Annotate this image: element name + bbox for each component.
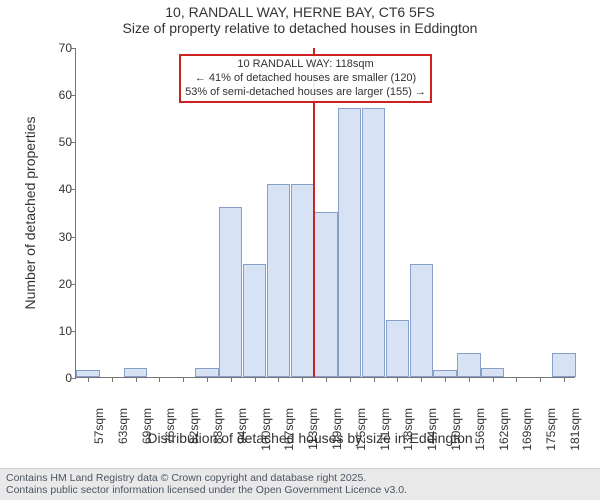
- page-title-subtitle: Size of property relative to detached ho…: [0, 20, 600, 36]
- annotation-line2: ← 41% of detached houses are smaller (12…: [185, 72, 426, 86]
- y-tick-label: 0: [46, 371, 72, 385]
- y-tick-label: 30: [46, 230, 72, 244]
- x-axis-label: Distribution of detached houses by size …: [147, 430, 472, 446]
- y-tick-label: 40: [46, 182, 72, 196]
- y-tick-label: 70: [46, 41, 72, 55]
- plot-area: 10 RANDALL WAY: 118sqm ← 41% of detached…: [75, 48, 575, 378]
- histogram-bar: [314, 212, 337, 377]
- page-title-address: 10, RANDALL WAY, HERNE BAY, CT6 5FS: [0, 4, 600, 20]
- footer-line2: Contains public sector information licen…: [6, 484, 594, 497]
- y-tick-label: 20: [46, 277, 72, 291]
- footer-line1: Contains HM Land Registry data © Crown c…: [6, 472, 594, 485]
- histogram-bar: [433, 370, 456, 377]
- x-tick-label: 57sqm: [92, 408, 106, 444]
- x-tick-label: 162sqm: [497, 408, 511, 451]
- x-tick-label: 181sqm: [568, 408, 582, 451]
- histogram-bar: [219, 207, 242, 377]
- histogram-bar: [552, 353, 575, 377]
- histogram-bar: [457, 353, 480, 377]
- y-tick-label: 60: [46, 88, 72, 102]
- histogram-chart: Number of detached properties 10 RANDALL…: [45, 48, 575, 418]
- histogram-bar: [291, 184, 314, 377]
- histogram-bar: [195, 368, 218, 377]
- y-tick-label: 10: [46, 324, 72, 338]
- histogram-bar: [338, 108, 361, 377]
- histogram-bar: [124, 368, 147, 377]
- x-tick-label: 175sqm: [544, 408, 558, 451]
- x-tick-label: 169sqm: [520, 408, 534, 451]
- histogram-bar: [267, 184, 290, 377]
- x-tick-label: 63sqm: [116, 408, 130, 444]
- footer-attribution: Contains HM Land Registry data © Crown c…: [0, 468, 600, 500]
- x-tick-label: 156sqm: [473, 408, 487, 451]
- histogram-bar: [481, 368, 504, 377]
- histogram-bar: [410, 264, 433, 377]
- histogram-bar: [386, 320, 409, 377]
- histogram-bar: [243, 264, 266, 377]
- annotation-line3: 53% of semi-detached houses are larger (…: [185, 86, 426, 100]
- y-tick-label: 50: [46, 135, 72, 149]
- annotation-line1: 10 RANDALL WAY: 118sqm: [185, 58, 426, 72]
- y-axis-label: Number of detached properties: [22, 117, 38, 310]
- histogram-bar: [76, 370, 99, 377]
- reference-annotation: 10 RANDALL WAY: 118sqm ← 41% of detached…: [179, 54, 432, 103]
- histogram-bar: [362, 108, 385, 377]
